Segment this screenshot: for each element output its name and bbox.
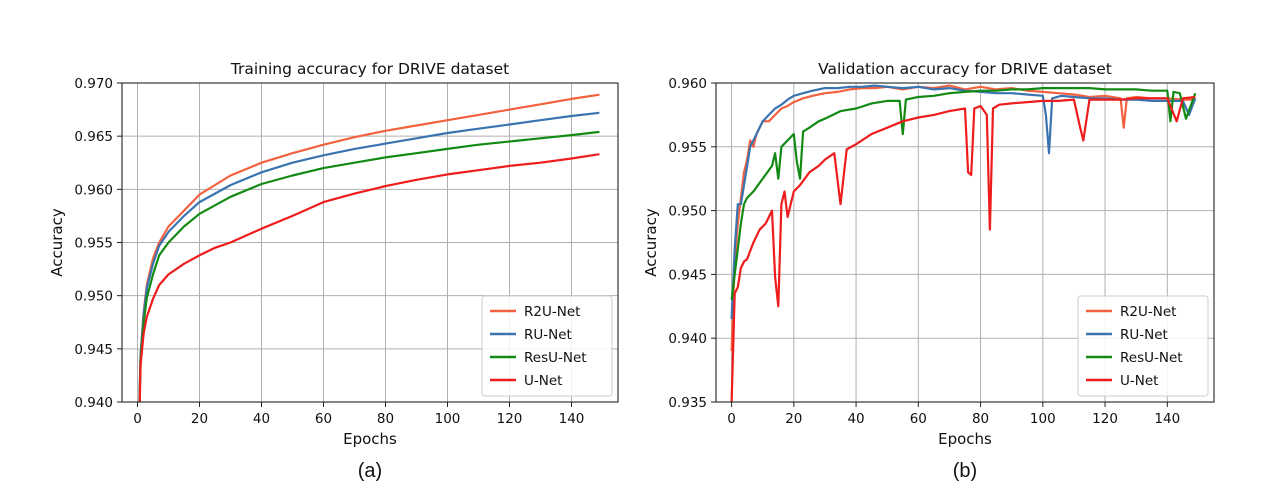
y-tick-label: 0.935 [668, 395, 707, 411]
legend-box [481, 295, 613, 397]
legend-box [1077, 295, 1209, 397]
x-tick-label: 80 [972, 411, 989, 427]
y-tick-label: 0.940 [74, 395, 113, 411]
x-tick-label: 120 [1092, 411, 1118, 427]
legend-entry-label: R2U-Net [524, 304, 580, 320]
x-tick-label: 20 [191, 411, 208, 427]
x-tick-label: 60 [910, 411, 927, 427]
x-tick-label: 40 [847, 411, 864, 427]
legend-entry-label: U-Net [1120, 373, 1158, 389]
series-line-r2u-net [138, 93, 600, 402]
x-axis-label: Epochs [343, 430, 397, 448]
x-tick-label: 0 [727, 411, 736, 427]
legend-entry-label: U-Net [524, 373, 562, 389]
x-tick-label: 100 [435, 411, 461, 427]
y-tick-label: 0.965 [74, 129, 113, 145]
x-tick-label: 140 [1154, 411, 1180, 427]
y-tick-label: 0.955 [74, 236, 113, 252]
series-group [730, 84, 1197, 402]
x-axis-label: Epochs [938, 430, 992, 448]
legend-entry-label: ResU-Net [1120, 350, 1183, 366]
x-tick-label: 140 [559, 411, 585, 427]
x-tick-label: 20 [785, 411, 802, 427]
series-line-ru-net [138, 111, 600, 402]
y-tick-label: 0.960 [668, 76, 707, 92]
y-tick-label: 0.945 [74, 342, 113, 358]
legend-entry-label: RU-Net [524, 327, 572, 343]
chart-panel-2: 0 20 40 60 80 100 120 140 0.935 0.940 0.945 0.950 0.… [642, 60, 1215, 482]
chart-panel-1: 0 20 40 60 80 100 120 140 0.940 0.945 0.950 0.955 0.… [48, 60, 619, 482]
chart-title: Validation accuracy for DRIVE dataset [818, 60, 1112, 78]
series-group [138, 93, 600, 402]
legend-entry-label: RU-Net [1120, 327, 1168, 343]
panel-caption: (a) [358, 460, 382, 482]
axes-frame [715, 82, 1215, 403]
y-tick-label: 0.945 [668, 267, 707, 283]
x-tick-label: 40 [253, 411, 270, 427]
series-line-u-net [730, 95, 1196, 402]
x-tick-label: 0 [133, 411, 142, 427]
y-tick-label: 0.950 [668, 204, 707, 220]
legend: R2U-Net RU-Net ResU-Net U-Net [481, 295, 613, 397]
series-line-ru-net [730, 84, 1197, 320]
x-tick-label: 80 [377, 411, 394, 427]
y-axis-label: Accuracy [642, 208, 660, 277]
legend-entry-label: ResU-Net [524, 350, 587, 366]
y-tick-label: 0.950 [74, 289, 113, 305]
y-tick-label: 0.940 [668, 331, 707, 347]
y-tick-label: 0.955 [668, 140, 707, 156]
y-tick-label: 0.960 [74, 182, 113, 198]
legend-entry-label: R2U-Net [1120, 304, 1176, 320]
series-line-u-net [138, 153, 600, 402]
y-tick-label: 0.970 [74, 76, 113, 92]
panel-caption: (b) [953, 460, 977, 482]
legend: R2U-Net RU-Net ResU-Net U-Net [1077, 295, 1209, 397]
series-line-resu-net [730, 86, 1197, 301]
x-tick-label: 100 [1030, 411, 1056, 427]
chart-title: Training accuracy for DRIVE dataset [230, 60, 509, 78]
y-axis-label: Accuracy [48, 208, 66, 277]
x-tick-label: 60 [315, 411, 332, 427]
x-tick-label: 120 [497, 411, 523, 427]
series-line-resu-net [138, 130, 600, 402]
